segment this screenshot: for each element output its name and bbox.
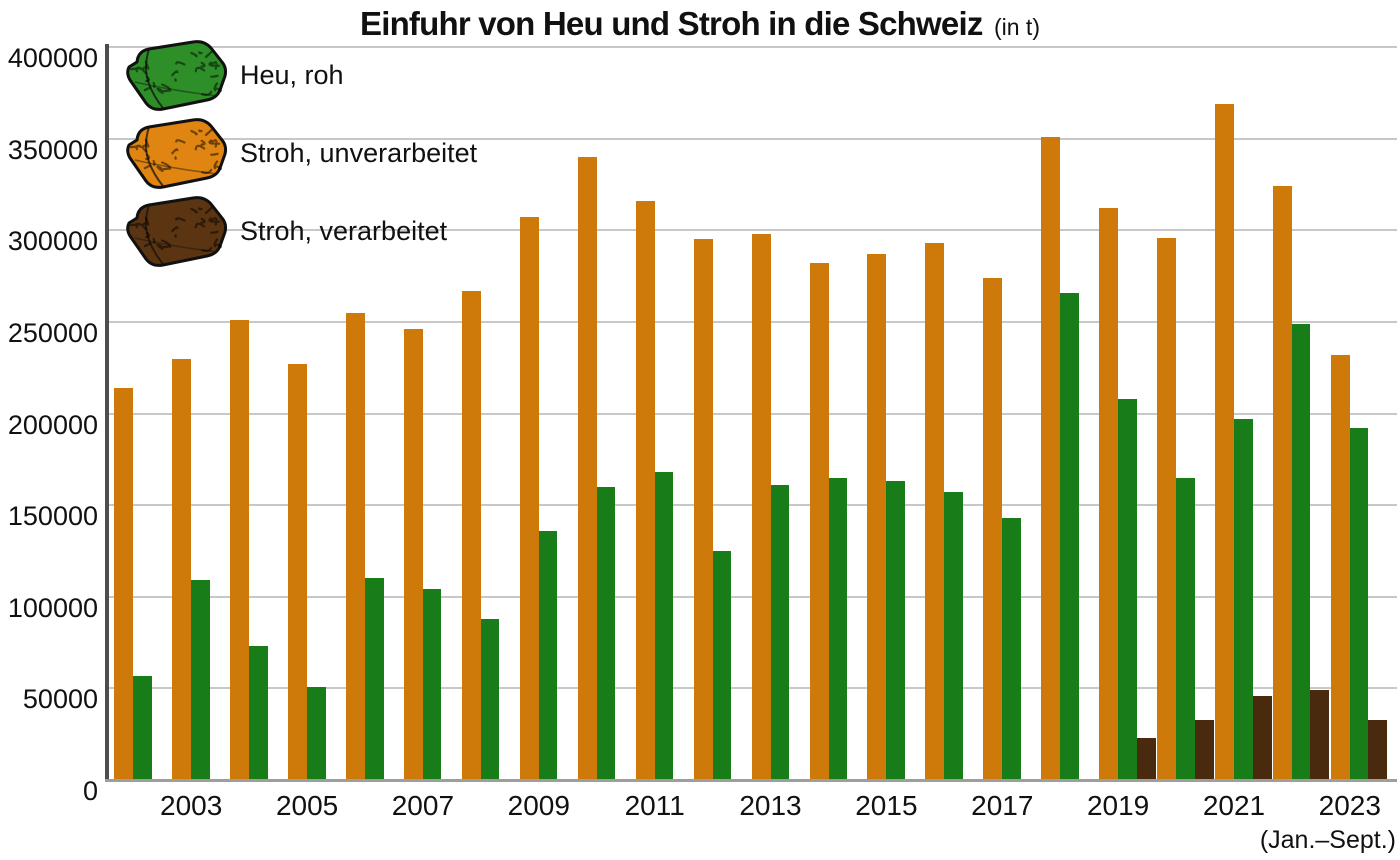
bar-heu-roh-2002 — [133, 675, 152, 780]
bar-heu-roh-2006 — [365, 578, 384, 780]
x-tick-2019: 2019 — [1086, 790, 1150, 821]
x-tick-2009: 2009 — [507, 790, 570, 821]
bar-stroh-unverarbeitet-2023 — [1330, 354, 1350, 780]
bar-stroh-unverarbeitet-2011 — [635, 200, 655, 780]
bar-stroh-unverarbeitet-2007 — [403, 329, 423, 780]
y-axis-line — [105, 44, 109, 782]
bar-heu-roh-2013 — [770, 485, 789, 780]
bar-stroh-verarbeitet-2023 — [1368, 719, 1388, 780]
chart-title-row: Einfuhr von Heu und Stroh in die Schweiz… — [0, 5, 1400, 43]
bar-stroh-unverarbeitet-2020 — [1157, 237, 1176, 780]
x-tick-2003: 2003 — [160, 790, 223, 821]
x-tick-2011: 2011 — [624, 790, 685, 821]
processed-straw-bale-icon — [120, 194, 232, 268]
bar-stroh-unverarbeitet-2012 — [693, 239, 713, 780]
bar-heu-roh-2009 — [538, 530, 558, 780]
bar-heu-roh-2003 — [191, 580, 210, 780]
bar-heu-roh-2020 — [1176, 477, 1195, 780]
bar-stroh-unverarbeitet-2017 — [983, 277, 1003, 780]
bar-stroh-unverarbeitet-2019 — [1099, 208, 1119, 780]
y-tick-250000: 250000 — [7, 317, 98, 348]
bar-heu-roh-2017 — [1002, 518, 1021, 780]
bar-stroh-unverarbeitet-2006 — [346, 312, 365, 780]
bar-heu-roh-2015 — [886, 481, 905, 780]
bar-stroh-verarbeitet-2020 — [1194, 719, 1214, 780]
bar-stroh-unverarbeitet-2010 — [577, 157, 597, 780]
bar-stroh-unverarbeitet-2008 — [461, 290, 481, 780]
bar-stroh-unverarbeitet-2021 — [1215, 103, 1234, 780]
x-tick-2015: 2015 — [855, 790, 918, 821]
x-tick-2007: 2007 — [391, 790, 455, 821]
bar-stroh-verarbeitet-2021 — [1252, 695, 1272, 780]
bar-heu-roh-2019 — [1118, 398, 1137, 780]
y-tick-300000: 300000 — [7, 226, 98, 257]
bar-stroh-unverarbeitet-2018 — [1041, 136, 1061, 780]
chart-title: Einfuhr von Heu und Stroh in die Schweiz — [360, 5, 983, 42]
y-tick-0: 0 — [82, 776, 98, 806]
hay-bale-icon — [120, 38, 232, 112]
bar-stroh-unverarbeitet-2015 — [867, 254, 887, 780]
x-tick-2013: 2013 — [739, 790, 802, 821]
bar-heu-roh-2018 — [1060, 292, 1079, 780]
straw-bale-icon — [120, 116, 232, 190]
bar-heu-roh-2023 — [1349, 428, 1369, 780]
x-axis-line — [105, 779, 1397, 782]
x-tick-2023: 2023 — [1318, 790, 1381, 821]
legend-label-stroh-unverarbeitet: Stroh, unverarbeitet — [240, 138, 478, 168]
bar-stroh-unverarbeitet-2009 — [519, 217, 539, 780]
x-tick-2005: 2005 — [275, 790, 339, 821]
bar-heu-roh-2004 — [249, 646, 268, 780]
bar-heu-roh-2011 — [654, 472, 674, 780]
legend-label-stroh-verarbeitet: Stroh, verarbeitet — [240, 216, 448, 246]
y-tick-100000: 100000 — [7, 592, 98, 623]
x-axis-period-note: (Jan.–Sept.) — [1259, 826, 1396, 854]
y-tick-50000: 50000 — [22, 684, 98, 715]
bar-stroh-unverarbeitet-2005 — [288, 364, 308, 780]
y-tick-400000: 400000 — [7, 43, 98, 73]
x-tick-2021: 2021 — [1202, 790, 1266, 821]
bar-heu-roh-2012 — [712, 550, 732, 780]
bar-heu-roh-2021 — [1234, 419, 1253, 780]
bar-heu-roh-2008 — [480, 618, 500, 780]
chart-title-unit: (in t) — [993, 14, 1040, 40]
gridline-300000 — [109, 229, 1397, 232]
bar-heu-roh-2016 — [944, 492, 963, 780]
y-tick-150000: 150000 — [7, 501, 98, 532]
bar-stroh-verarbeitet-2019 — [1136, 737, 1156, 780]
x-tick-2017: 2017 — [971, 790, 1034, 821]
bar-heu-roh-2022 — [1291, 323, 1311, 780]
legend-label-heu-roh: Heu, roh — [240, 60, 344, 90]
bar-heu-roh-2007 — [422, 589, 442, 780]
gridline-400000 — [109, 46, 1397, 48]
bar-heu-roh-2005 — [307, 686, 326, 780]
gridline-350000 — [109, 137, 1397, 140]
bar-stroh-unverarbeitet-2013 — [751, 233, 771, 780]
bar-heu-roh-2010 — [596, 486, 616, 780]
bar-stroh-unverarbeitet-2022 — [1272, 186, 1292, 780]
y-tick-350000: 350000 — [7, 134, 98, 165]
bar-stroh-verarbeitet-2022 — [1310, 690, 1330, 780]
bar-stroh-unverarbeitet-2003 — [172, 358, 192, 780]
y-tick-200000: 200000 — [7, 409, 98, 440]
bar-stroh-unverarbeitet-2016 — [925, 243, 945, 780]
bar-heu-roh-2014 — [828, 477, 847, 780]
bar-stroh-unverarbeitet-2014 — [809, 263, 829, 780]
bar-stroh-unverarbeitet-2004 — [230, 320, 250, 780]
bar-stroh-unverarbeitet-2002 — [114, 387, 134, 780]
